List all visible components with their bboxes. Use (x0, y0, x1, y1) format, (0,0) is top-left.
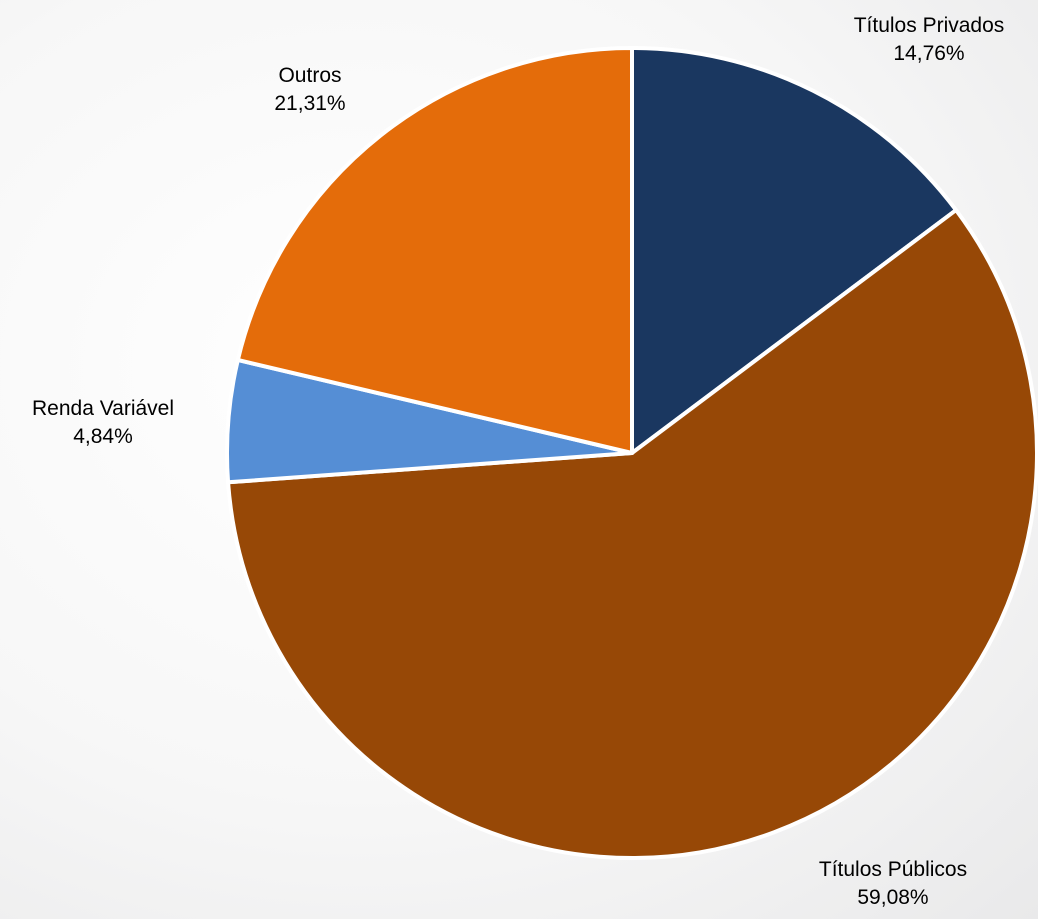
label-titulos-publicos-name: Títulos Públicos (818, 858, 968, 881)
label-renda-variavel-value: 4,84% (73, 425, 133, 448)
label-titulos-publicos-value: 59,08% (857, 886, 929, 909)
label-titulos-privados-value: 14,76% (893, 42, 965, 65)
label-outros: Outros 21,31% (274, 62, 345, 118)
label-titulos-publicos: Títulos Públicos 59,08% (819, 856, 967, 912)
label-titulos-privados-name: Títulos Privados (853, 14, 1005, 37)
pie-slice-titulos-privados (630, 46, 959, 455)
label-outros-name: Outros (278, 64, 342, 87)
pie-slice-titulos-publicos (226, 208, 1038, 860)
label-renda-variavel: Renda Variável 4,84% (32, 395, 174, 451)
pie-slice-outros (235, 46, 634, 455)
label-titulos-privados: Títulos Privados 14,76% (854, 12, 1005, 68)
label-renda-variavel-name: Renda Variável (31, 397, 175, 420)
label-outros-value: 21,31% (274, 92, 346, 115)
